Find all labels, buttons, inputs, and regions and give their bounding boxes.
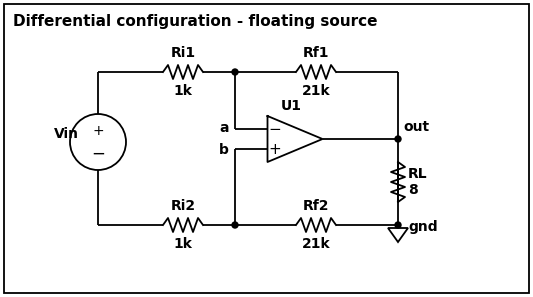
Text: −: − [268,121,281,137]
Text: Rf1: Rf1 [303,46,329,60]
Text: Vin: Vin [53,127,78,141]
Text: Differential configuration - floating source: Differential configuration - floating so… [13,14,377,29]
FancyBboxPatch shape [4,4,529,293]
Text: out: out [403,120,429,134]
Circle shape [395,136,401,142]
Text: +: + [92,124,104,138]
Text: 21k: 21k [302,84,330,98]
Text: Rf2: Rf2 [303,199,329,213]
Text: RL: RL [408,167,427,181]
Text: 8: 8 [408,183,418,197]
Text: 1k: 1k [174,84,192,98]
Circle shape [232,69,238,75]
Text: b: b [219,143,229,157]
Text: a: a [220,121,229,135]
Text: +: + [268,141,281,157]
Text: gnd: gnd [408,220,438,234]
Text: U1: U1 [280,99,302,113]
Text: 1k: 1k [174,237,192,251]
Text: 21k: 21k [302,237,330,251]
Text: Ri1: Ri1 [171,46,196,60]
Text: −: − [91,145,105,163]
Text: Ri2: Ri2 [171,199,196,213]
Circle shape [232,222,238,228]
Circle shape [395,222,401,228]
